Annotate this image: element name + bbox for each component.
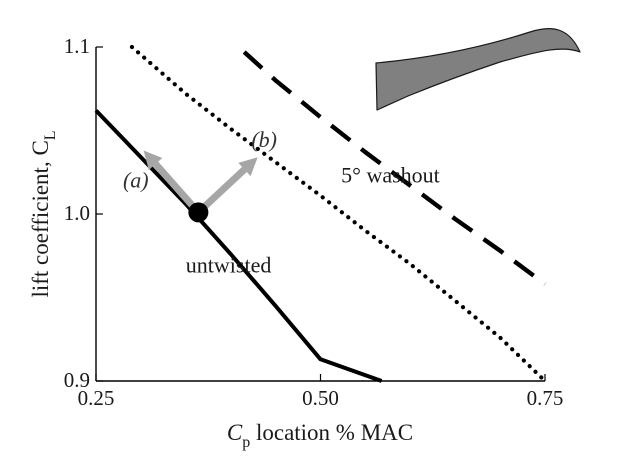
x-tick-label-2: 0.75 (527, 386, 564, 410)
arrow-head (143, 150, 163, 170)
arrow-b (195, 157, 258, 215)
x-axis-label-main: C (227, 420, 243, 445)
annotation-untwisted: untwisted (186, 252, 272, 277)
arrow-a (143, 150, 201, 215)
y-axis-label-subscript: L (42, 130, 59, 140)
y-tick-label-0: 0.9 (64, 368, 90, 392)
y-axis-label-main: lift coefficient, C (28, 140, 53, 297)
annotation-b: (b) (251, 127, 277, 152)
wing-planform-icon (375, 28, 581, 111)
arrow-head (238, 157, 258, 177)
x-tick-label-1: 0.50 (302, 386, 339, 410)
arrow-shaft (152, 161, 201, 215)
annotation-5-washout: 5° washout (341, 162, 440, 187)
annotation-a: (a) (123, 167, 149, 192)
ticks: 0.25 0.50 0.75 0.9 1.0 1.1 (64, 34, 564, 410)
series-layer (94, 44, 548, 384)
arrow-layer (143, 150, 258, 215)
x-axis-label-subscript: p (242, 434, 250, 451)
y-tick-label-2: 1.1 (64, 34, 90, 58)
x-axis-label: Cp location % MAC (227, 420, 413, 451)
arrow-shaft (195, 166, 247, 215)
design-point-marker (188, 202, 209, 223)
axes (95, 47, 545, 382)
series-line-dotted (129, 44, 548, 384)
x-tick-label-0: 0.25 (78, 386, 115, 410)
x-axis-label-rest: location % MAC (250, 420, 413, 445)
series-line-dashed (242, 50, 547, 286)
series-line-solid (94, 109, 383, 383)
marker-layer (188, 202, 209, 223)
y-axis-label: lift coefficient, CL (28, 130, 59, 297)
annotation-layer: (a) (b) untwisted 5° washout (123, 127, 440, 277)
y-tick-label-1: 1.0 (64, 201, 90, 225)
